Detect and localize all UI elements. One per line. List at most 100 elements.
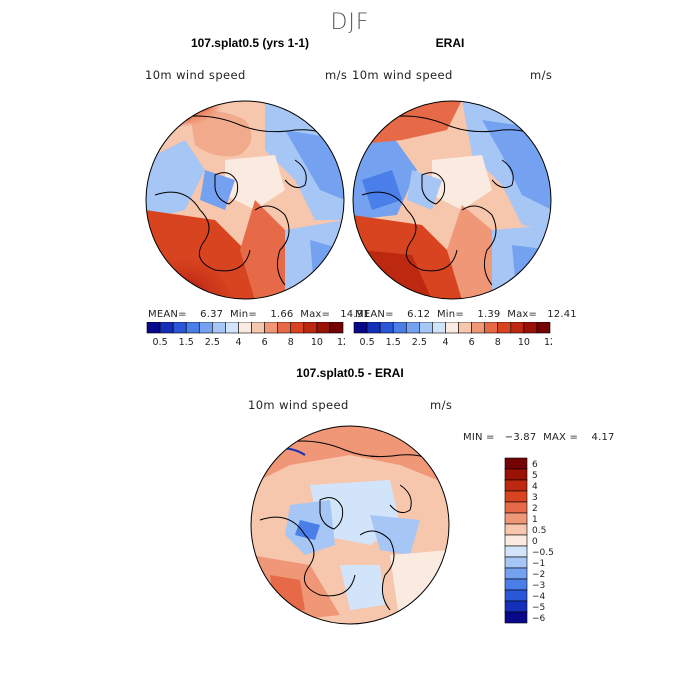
left-colorbar-swatches: [146, 322, 344, 334]
diff-colorbar-tick-label: −3: [532, 581, 545, 591]
left-colorbar-swatch: [303, 322, 318, 334]
diff-colorbar-tick-label: −0.5: [532, 548, 554, 558]
right-colorbar-tick-label: 2.5: [412, 337, 427, 348]
left-colorbar-swatch: [212, 322, 226, 334]
right-colorbar-swatch: [445, 322, 459, 334]
diff-variable-label: 10m wind speed: [248, 398, 349, 412]
diff-colorbar-swatch: [504, 479, 528, 492]
right-colorbar-swatch: [392, 322, 407, 334]
right-colorbar-swatch: [484, 322, 499, 334]
right-colorbar-swatch: [497, 322, 512, 334]
right-colorbar-swatch: [366, 322, 381, 334]
left-colorbar-swatch: [146, 322, 161, 334]
diff-colorbar-tick-label: 0: [532, 537, 538, 547]
right-colorbar-swatch: [419, 322, 433, 334]
diff-colorbar-swatch: [504, 567, 528, 580]
right-colorbar-swatch: [510, 322, 525, 334]
diff-colorbar-tick-label: 0.5: [532, 526, 546, 536]
left-colorbar-swatch: [329, 322, 344, 334]
diff-colorbar-tick-label: −6: [532, 614, 546, 624]
diff-colorbar-swatch: [504, 490, 528, 503]
right-colorbar-tick-label: 1.5: [386, 337, 401, 348]
right-colorbar-swatch: [353, 322, 368, 334]
diff-colorbar-swatch: [504, 589, 528, 602]
diff-colorbar-tick-label: −2: [532, 570, 545, 580]
left-colorbar-swatch: [172, 322, 187, 334]
right-colorbar-tick-label: 8: [495, 337, 501, 348]
right-colorbar-swatches: [353, 322, 551, 334]
diff-polar-map: [250, 425, 450, 625]
left-colorbar-swatch: [198, 322, 213, 334]
diff-colorbar-tick-label: 4: [532, 482, 538, 492]
right-colorbar-swatch: [471, 322, 485, 334]
left-polar-map: [145, 100, 345, 300]
right-colorbar-tick-label: 4: [442, 337, 448, 348]
diff-colorbar-tick-label: −5: [532, 603, 545, 613]
left-colorbar-labels: 0.5 1.5 2.5 4 6 8 10 12: [153, 337, 345, 348]
right-colorbar-swatch: [379, 322, 394, 334]
left-colorbar-swatch: [159, 322, 174, 334]
right-colorbar-swatch: [523, 322, 538, 334]
left-colorbar-tick-label: 1.5: [179, 337, 194, 348]
diff-colorbar-swatch: [504, 468, 528, 481]
right-colorbar: 0.5 1.5 2.5 4 6 8 10 12: [353, 322, 552, 348]
left-colorbar-tick-label: 10: [311, 337, 323, 348]
diff-colorbar-swatch: [504, 578, 528, 591]
left-colorbar-swatch: [277, 322, 292, 334]
diff-colorbar-swatches: [504, 457, 528, 624]
right-panel-title: ERAI: [435, 36, 465, 50]
diff-colorbar-swatch: [504, 523, 528, 536]
left-colorbar-swatch: [225, 322, 239, 334]
left-colorbar-swatch: [264, 322, 278, 334]
diff-colorbar-swatch: [504, 457, 528, 470]
diff-colorbar-tick-label: −4: [532, 592, 546, 602]
right-map-field: [353, 101, 551, 299]
figure-title: DJF: [330, 10, 370, 35]
left-units-label: m/s: [325, 68, 348, 82]
left-colorbar-swatch: [316, 322, 331, 334]
right-colorbar-tick-label: 12: [544, 337, 552, 348]
left-colorbar-tick-label: 0.5: [153, 337, 168, 348]
left-colorbar-tick-label: 8: [288, 337, 294, 348]
left-colorbar-tick-label: 2.5: [205, 337, 220, 348]
left-colorbar: 0.5 1.5 2.5 4 6 8 10 12: [146, 322, 345, 348]
left-colorbar-swatch: [251, 322, 265, 334]
diff-colorbar-tick-label: 5: [532, 471, 538, 481]
diff-units-label: m/s: [430, 398, 453, 412]
right-colorbar-tick-label: 10: [518, 337, 530, 348]
left-panel-title: 107.splat0.5 (yrs 1-1): [190, 36, 310, 50]
left-colorbar-tick-label: 6: [262, 337, 268, 348]
diff-colorbar-swatch: [504, 611, 528, 624]
right-colorbar-labels: 0.5 1.5 2.5 4 6 8 10 12: [360, 337, 552, 348]
right-colorbar-swatch: [405, 322, 420, 334]
right-colorbar-swatch: [432, 322, 446, 334]
diff-colorbar-tick-label: 2: [532, 504, 538, 514]
right-variable-label: 10m wind speed: [352, 68, 453, 82]
diff-colorbar-swatch: [504, 556, 528, 569]
right-units-label: m/s: [530, 68, 553, 82]
right-colorbar-swatch: [458, 322, 472, 334]
diff-stats-line: MIN = −3.87 MAX = 4.17: [463, 432, 615, 443]
right-colorbar-tick-label: 6: [469, 337, 475, 348]
diff-colorbar-tick-label: −1: [532, 559, 545, 569]
left-colorbar-tick-label: 4: [235, 337, 241, 348]
diff-colorbar-swatch: [504, 534, 528, 547]
left-variable-label: 10m wind speed: [145, 68, 246, 82]
left-colorbar-tick-label: 12: [337, 337, 345, 348]
right-stats-line: MEAN= 6.12 Min= 1.39 Max= 12.41: [355, 309, 577, 320]
right-colorbar-swatch: [536, 322, 551, 334]
left-stats-line: MEAN= 6.37 Min= 1.66 Max= 14.91: [148, 309, 370, 320]
diff-colorbar-swatch: [504, 512, 528, 525]
diff-colorbar-swatch: [504, 501, 528, 514]
left-colorbar-swatch: [238, 322, 252, 334]
diff-colorbar-tick-label: 6: [532, 460, 538, 470]
right-polar-map: [352, 100, 552, 300]
diff-colorbar-tick-label: 1: [532, 515, 538, 525]
diff-colorbar-tick-label: 3: [532, 493, 538, 503]
diff-colorbar-swatch: [504, 545, 528, 558]
left-colorbar-swatch: [185, 322, 200, 334]
left-colorbar-swatch: [290, 322, 305, 334]
right-colorbar-tick-label: 0.5: [360, 337, 375, 348]
